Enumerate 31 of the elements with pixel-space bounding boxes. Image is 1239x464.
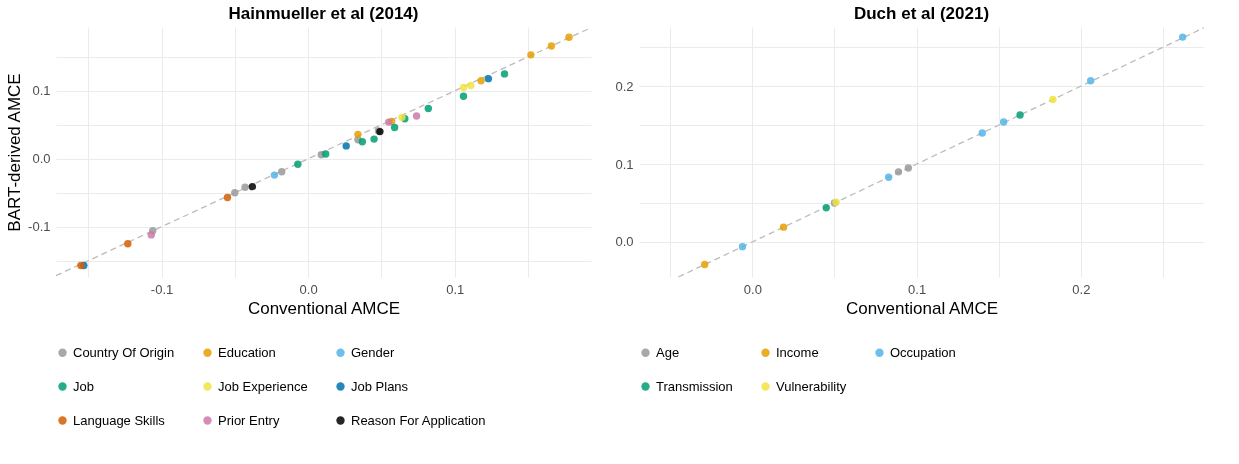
y-tick-label: 0.2 [615,78,634,94]
legend-label: Reason For Application [351,412,486,428]
chart-title: Hainmueller et al (2014) [228,4,419,23]
y-tick-label: 0.1 [32,83,51,99]
x-tick-label: 0.1 [446,281,465,297]
x-tick-label: 0.0 [743,281,762,297]
legend-label: Gender [351,344,396,360]
legend-label: Vulnerability [776,378,847,394]
y-tick-label: 0.0 [32,151,51,167]
legend-label: Age [656,344,680,360]
x-tick-label: -0.1 [150,281,174,297]
legend-label: Transmission [656,378,733,394]
x-axis-title: Conventional AMCE [247,298,401,318]
y-tick-label: -0.1 [28,219,51,235]
legend-label: Job Plans [351,378,409,394]
legend-label: Prior Entry [218,412,280,428]
y-axis-title: BART-derived AMCE [5,73,25,232]
y-tick-label: 0.0 [615,234,634,250]
legend-label: Education [218,344,276,360]
x-axis-title: Conventional AMCE [845,298,999,318]
y-tick-label: 0.1 [615,156,634,172]
legend-label: Income [776,344,819,360]
chart-title: Duch et al (2021) [853,4,990,23]
legend-label: Language Skills [73,412,166,428]
legend-label: Occupation [890,344,956,360]
x-tick-label: 0.1 [908,281,927,297]
legend-label: Job [73,378,94,394]
legend-label: Job Experience [218,378,308,394]
x-tick-label: 0.0 [299,281,318,297]
legend-label: Country Of Origin [73,344,175,360]
x-tick-label: 0.2 [1072,281,1091,297]
